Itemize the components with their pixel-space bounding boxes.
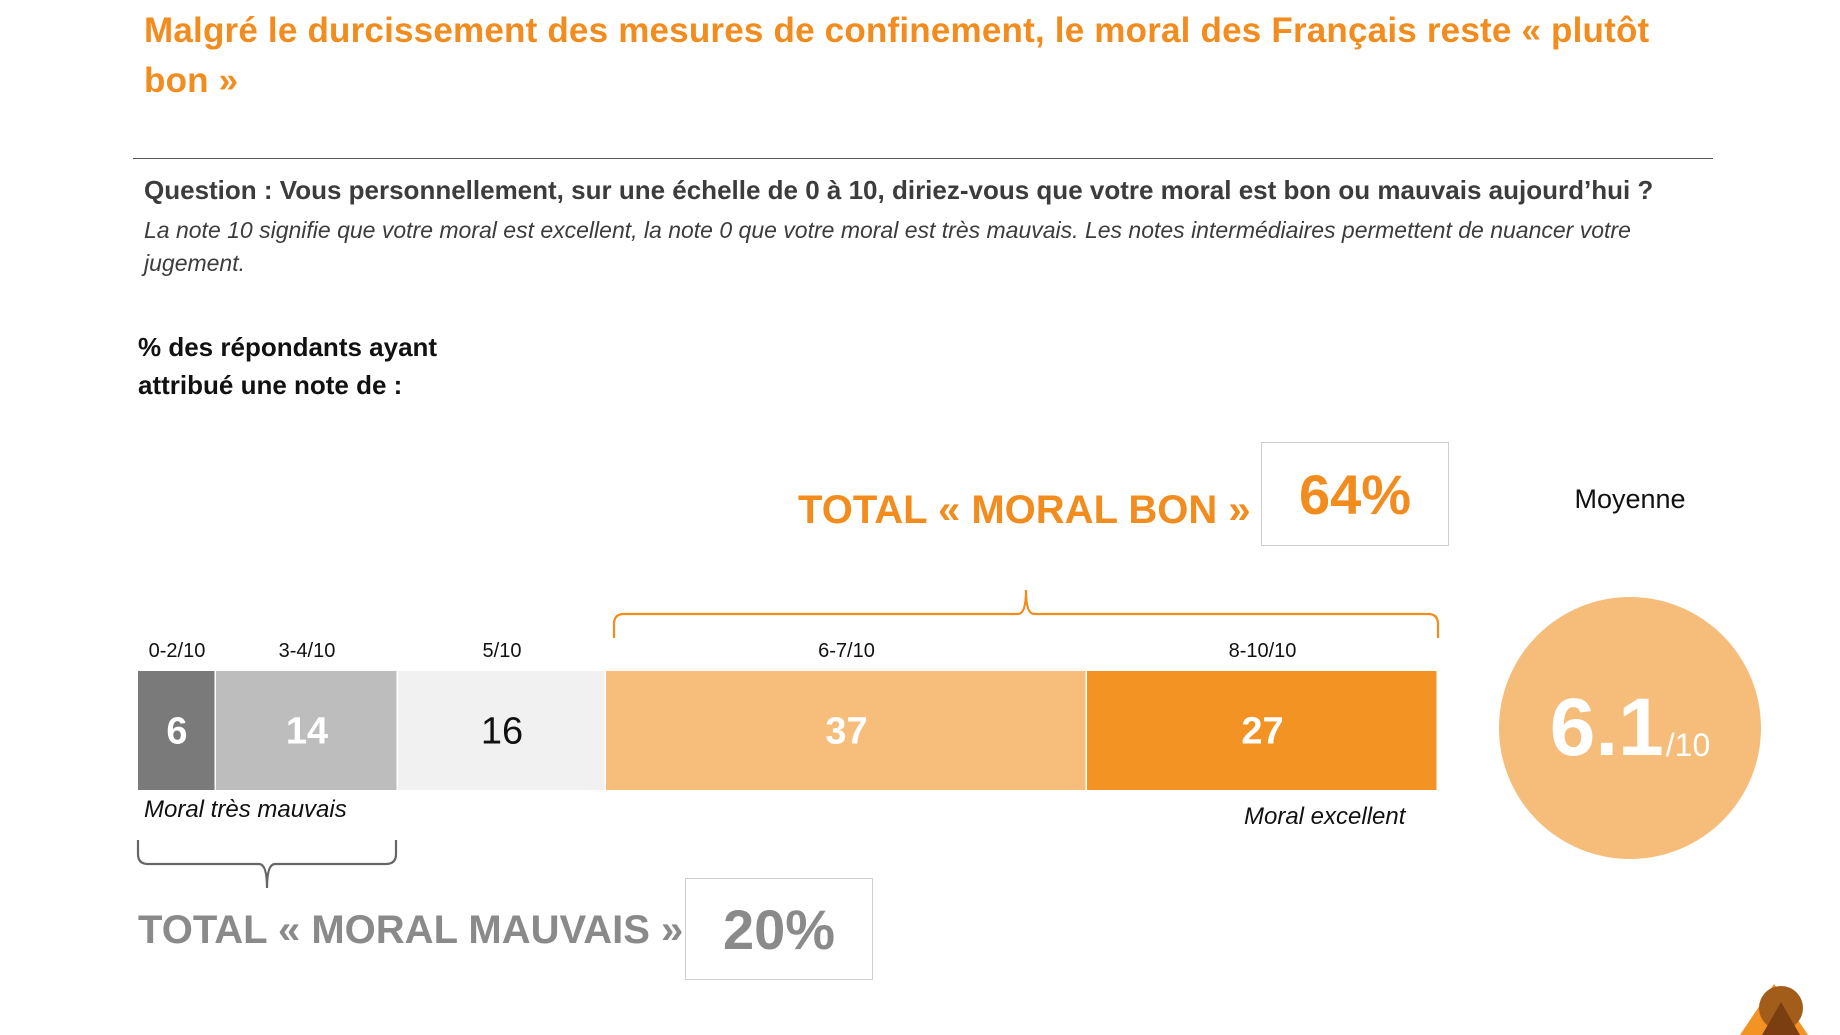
- title-divider: [133, 158, 1713, 159]
- bar-segment-8-10-10: [1087, 671, 1437, 790]
- category-label: 3-4/10: [279, 640, 336, 662]
- bar-segment-5-10: [398, 671, 605, 790]
- scale-low-label: Moral très mauvais: [144, 796, 347, 823]
- data-label: 37: [825, 711, 867, 753]
- unit-note: % des répondants ayant attribué une note…: [138, 332, 438, 400]
- average-circle: 6.1 /10: [1499, 597, 1761, 859]
- average-label: Moyenne: [1574, 484, 1686, 514]
- category-label: 0-2/10: [149, 640, 206, 662]
- question-text: Question : Vous personnellement, sur une…: [144, 175, 1654, 205]
- total-moral-bon-label: TOTAL « MORAL BON »: [798, 488, 1251, 532]
- total-moral-bon-value: 64%: [1261, 442, 1449, 546]
- category-label: 5/10: [483, 640, 522, 662]
- scale-high-label: Moral excellent: [1244, 803, 1406, 830]
- bar-segment-6-7-10: [606, 671, 1086, 790]
- data-label: 27: [1241, 711, 1283, 753]
- brace-moral-bon: [612, 589, 1440, 638]
- question-note: La note 10 signifie que votre moral est …: [144, 217, 1631, 276]
- bar-segment-3-4-10: [216, 671, 397, 790]
- total-moral-mauvais-value: 20%: [685, 878, 873, 980]
- average-value: 6.1: [1549, 682, 1664, 773]
- average-suffix: /10: [1665, 726, 1711, 763]
- page-title: Malgré le durcissement des mesures de co…: [144, 11, 1650, 100]
- bar-segment-0-2-10: [138, 671, 215, 790]
- brace-moral-mauvais: [136, 840, 398, 889]
- brand-logo-icon: [1740, 984, 1808, 1035]
- data-label: 14: [286, 711, 328, 753]
- category-label: 6-7/10: [818, 640, 875, 662]
- data-label: 16: [481, 711, 523, 753]
- total-moral-mauvais-label: TOTAL « MORAL MAUVAIS »: [138, 908, 684, 952]
- data-label: 6: [166, 711, 187, 753]
- category-label: 8-10/10: [1229, 640, 1297, 662]
